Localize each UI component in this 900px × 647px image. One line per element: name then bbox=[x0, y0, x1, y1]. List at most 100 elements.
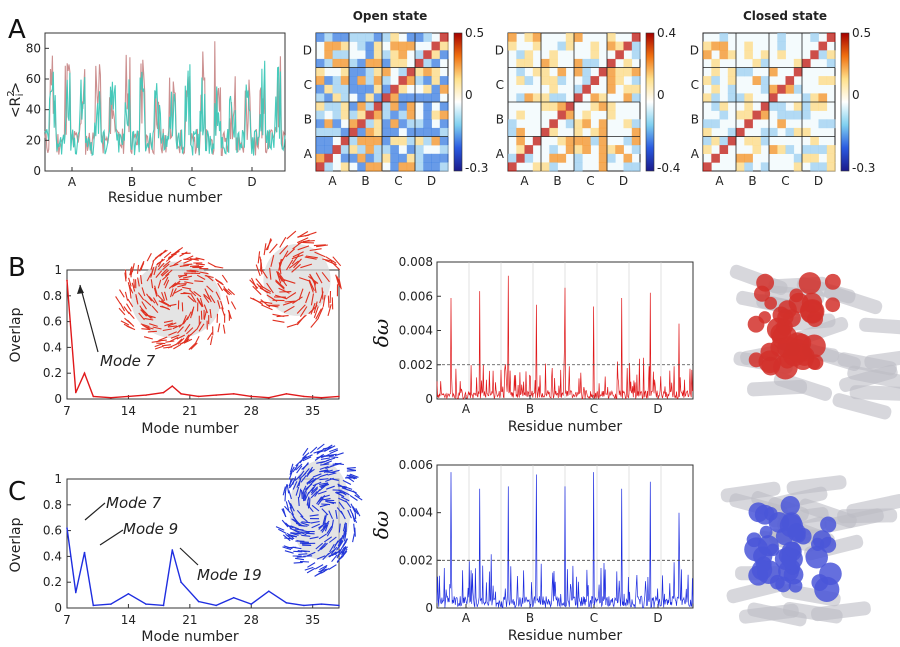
heatmap-cell bbox=[802, 93, 811, 103]
overlap-b-plot: 0 0.2 0.4 0.6 0.8 1 7 14 21 28 35 bbox=[43, 263, 340, 418]
heatmap-cell bbox=[316, 58, 325, 68]
mode-vector bbox=[284, 550, 294, 554]
mode-vector bbox=[173, 288, 183, 294]
heatmap-cell bbox=[316, 102, 325, 111]
delta-omega-y-tick-label: 0.004 bbox=[399, 324, 433, 338]
rmsf-x-ticks: A B C D bbox=[68, 167, 257, 189]
mode-vector bbox=[288, 479, 292, 489]
heatmap-cell bbox=[349, 33, 358, 42]
mode-vector bbox=[285, 522, 293, 530]
heatmap-cell bbox=[744, 93, 753, 103]
mode-vector bbox=[257, 285, 269, 294]
heatmap-cell bbox=[373, 76, 383, 85]
heatmap-cell bbox=[590, 58, 600, 68]
heatmap-cell bbox=[615, 41, 624, 51]
heatmap-cell bbox=[557, 76, 567, 85]
mode-vector bbox=[162, 263, 170, 271]
heatmap-cell bbox=[316, 93, 325, 103]
mode-vector bbox=[286, 532, 295, 540]
mode-vector bbox=[349, 473, 359, 478]
heatmap-cell bbox=[431, 84, 441, 94]
delta-omega-x-tick-label: A bbox=[462, 402, 471, 416]
mode-vector bbox=[321, 287, 324, 300]
heatmap-cell bbox=[703, 50, 712, 60]
heatmap-cell bbox=[557, 110, 567, 120]
heatmap-cell bbox=[340, 145, 350, 154]
mode-vector bbox=[186, 327, 194, 335]
mode-vector bbox=[196, 321, 202, 330]
heatmap-cell bbox=[316, 153, 325, 163]
heatmap-cell bbox=[431, 162, 441, 172]
overlap-x-tick-label: 7 bbox=[63, 404, 71, 418]
heatmap-cell bbox=[508, 33, 517, 42]
mode-vector bbox=[338, 501, 345, 510]
mode-vector bbox=[215, 279, 224, 286]
overlap-c-mode19-annotation: Mode 19 bbox=[197, 566, 262, 584]
mode-vector bbox=[313, 449, 323, 454]
heatmap-cell bbox=[777, 50, 786, 60]
heatmap-cell bbox=[332, 110, 342, 120]
heatmap-cell bbox=[439, 153, 449, 163]
mode-vector bbox=[292, 546, 302, 550]
mode-vector bbox=[338, 489, 347, 496]
heatmap-cell bbox=[785, 76, 795, 85]
heatmap-cell bbox=[810, 145, 819, 154]
heatmap-cell bbox=[382, 84, 391, 94]
mode-vector bbox=[149, 323, 158, 327]
heatmap-cell bbox=[340, 127, 350, 137]
mode-vector bbox=[260, 300, 273, 304]
mode-vector bbox=[161, 269, 169, 277]
helix-cartoon bbox=[837, 352, 897, 376]
mode-vector bbox=[257, 251, 261, 264]
mode-vector bbox=[177, 284, 187, 288]
heatmap-cell bbox=[736, 93, 745, 103]
heatmap-cell bbox=[398, 153, 408, 163]
delta-omega-y-tick-label: 0.008 bbox=[399, 255, 433, 269]
heatmap-cell bbox=[373, 41, 383, 51]
heatmap-cell bbox=[390, 119, 399, 129]
mode-vector bbox=[293, 561, 303, 564]
heatmap-cell bbox=[607, 102, 616, 111]
heatmap-cell bbox=[382, 102, 391, 111]
heatmap-cell bbox=[802, 153, 811, 163]
mode-vector bbox=[309, 514, 319, 517]
heatmap-cell bbox=[406, 93, 416, 103]
heatmap-cell bbox=[549, 162, 558, 172]
heatmap-cell bbox=[415, 76, 424, 85]
delta-omega-y-tick-label: 0.002 bbox=[399, 358, 433, 372]
heatmap-cell bbox=[324, 76, 333, 85]
mode-vector bbox=[278, 258, 284, 271]
overlap-y-tick-label: 1 bbox=[54, 263, 62, 277]
heatmap-cell bbox=[423, 110, 432, 120]
mode-vector bbox=[261, 304, 273, 311]
mode-vector bbox=[327, 295, 330, 308]
mode-vector bbox=[301, 485, 307, 495]
mode-vector bbox=[157, 258, 163, 268]
mode-vector bbox=[154, 345, 164, 350]
heatmap-cell bbox=[760, 162, 770, 172]
mode-vector bbox=[285, 533, 294, 541]
heatmap-cell bbox=[631, 41, 641, 51]
heatmap-cell bbox=[736, 153, 745, 163]
heatmap-cell bbox=[590, 50, 600, 60]
mode-vector bbox=[146, 293, 153, 302]
mode-vector bbox=[301, 534, 311, 537]
heatmap-cell bbox=[541, 102, 550, 111]
mode-vector bbox=[230, 301, 237, 310]
mode-vector bbox=[252, 297, 264, 305]
overlap-y-tick-label: 0.4 bbox=[43, 340, 62, 354]
heatmap-cell bbox=[631, 119, 641, 129]
delta-omega-y-tick-label: 0 bbox=[425, 601, 433, 615]
heatmap-cell bbox=[752, 145, 762, 154]
heatmap-cell bbox=[365, 136, 375, 146]
heatmap-cell bbox=[818, 93, 828, 103]
rmsf-y-tick-label: 20 bbox=[26, 133, 41, 147]
heatmap-cell bbox=[565, 145, 575, 154]
rmsf-x-tick-label: C bbox=[188, 175, 196, 189]
mode-vector bbox=[305, 255, 318, 259]
heatmap-cell bbox=[324, 153, 333, 163]
mode-vector bbox=[281, 250, 289, 262]
heatmap-cell bbox=[590, 93, 600, 103]
mode-vector bbox=[300, 263, 313, 269]
helix-cartoon bbox=[859, 317, 900, 336]
